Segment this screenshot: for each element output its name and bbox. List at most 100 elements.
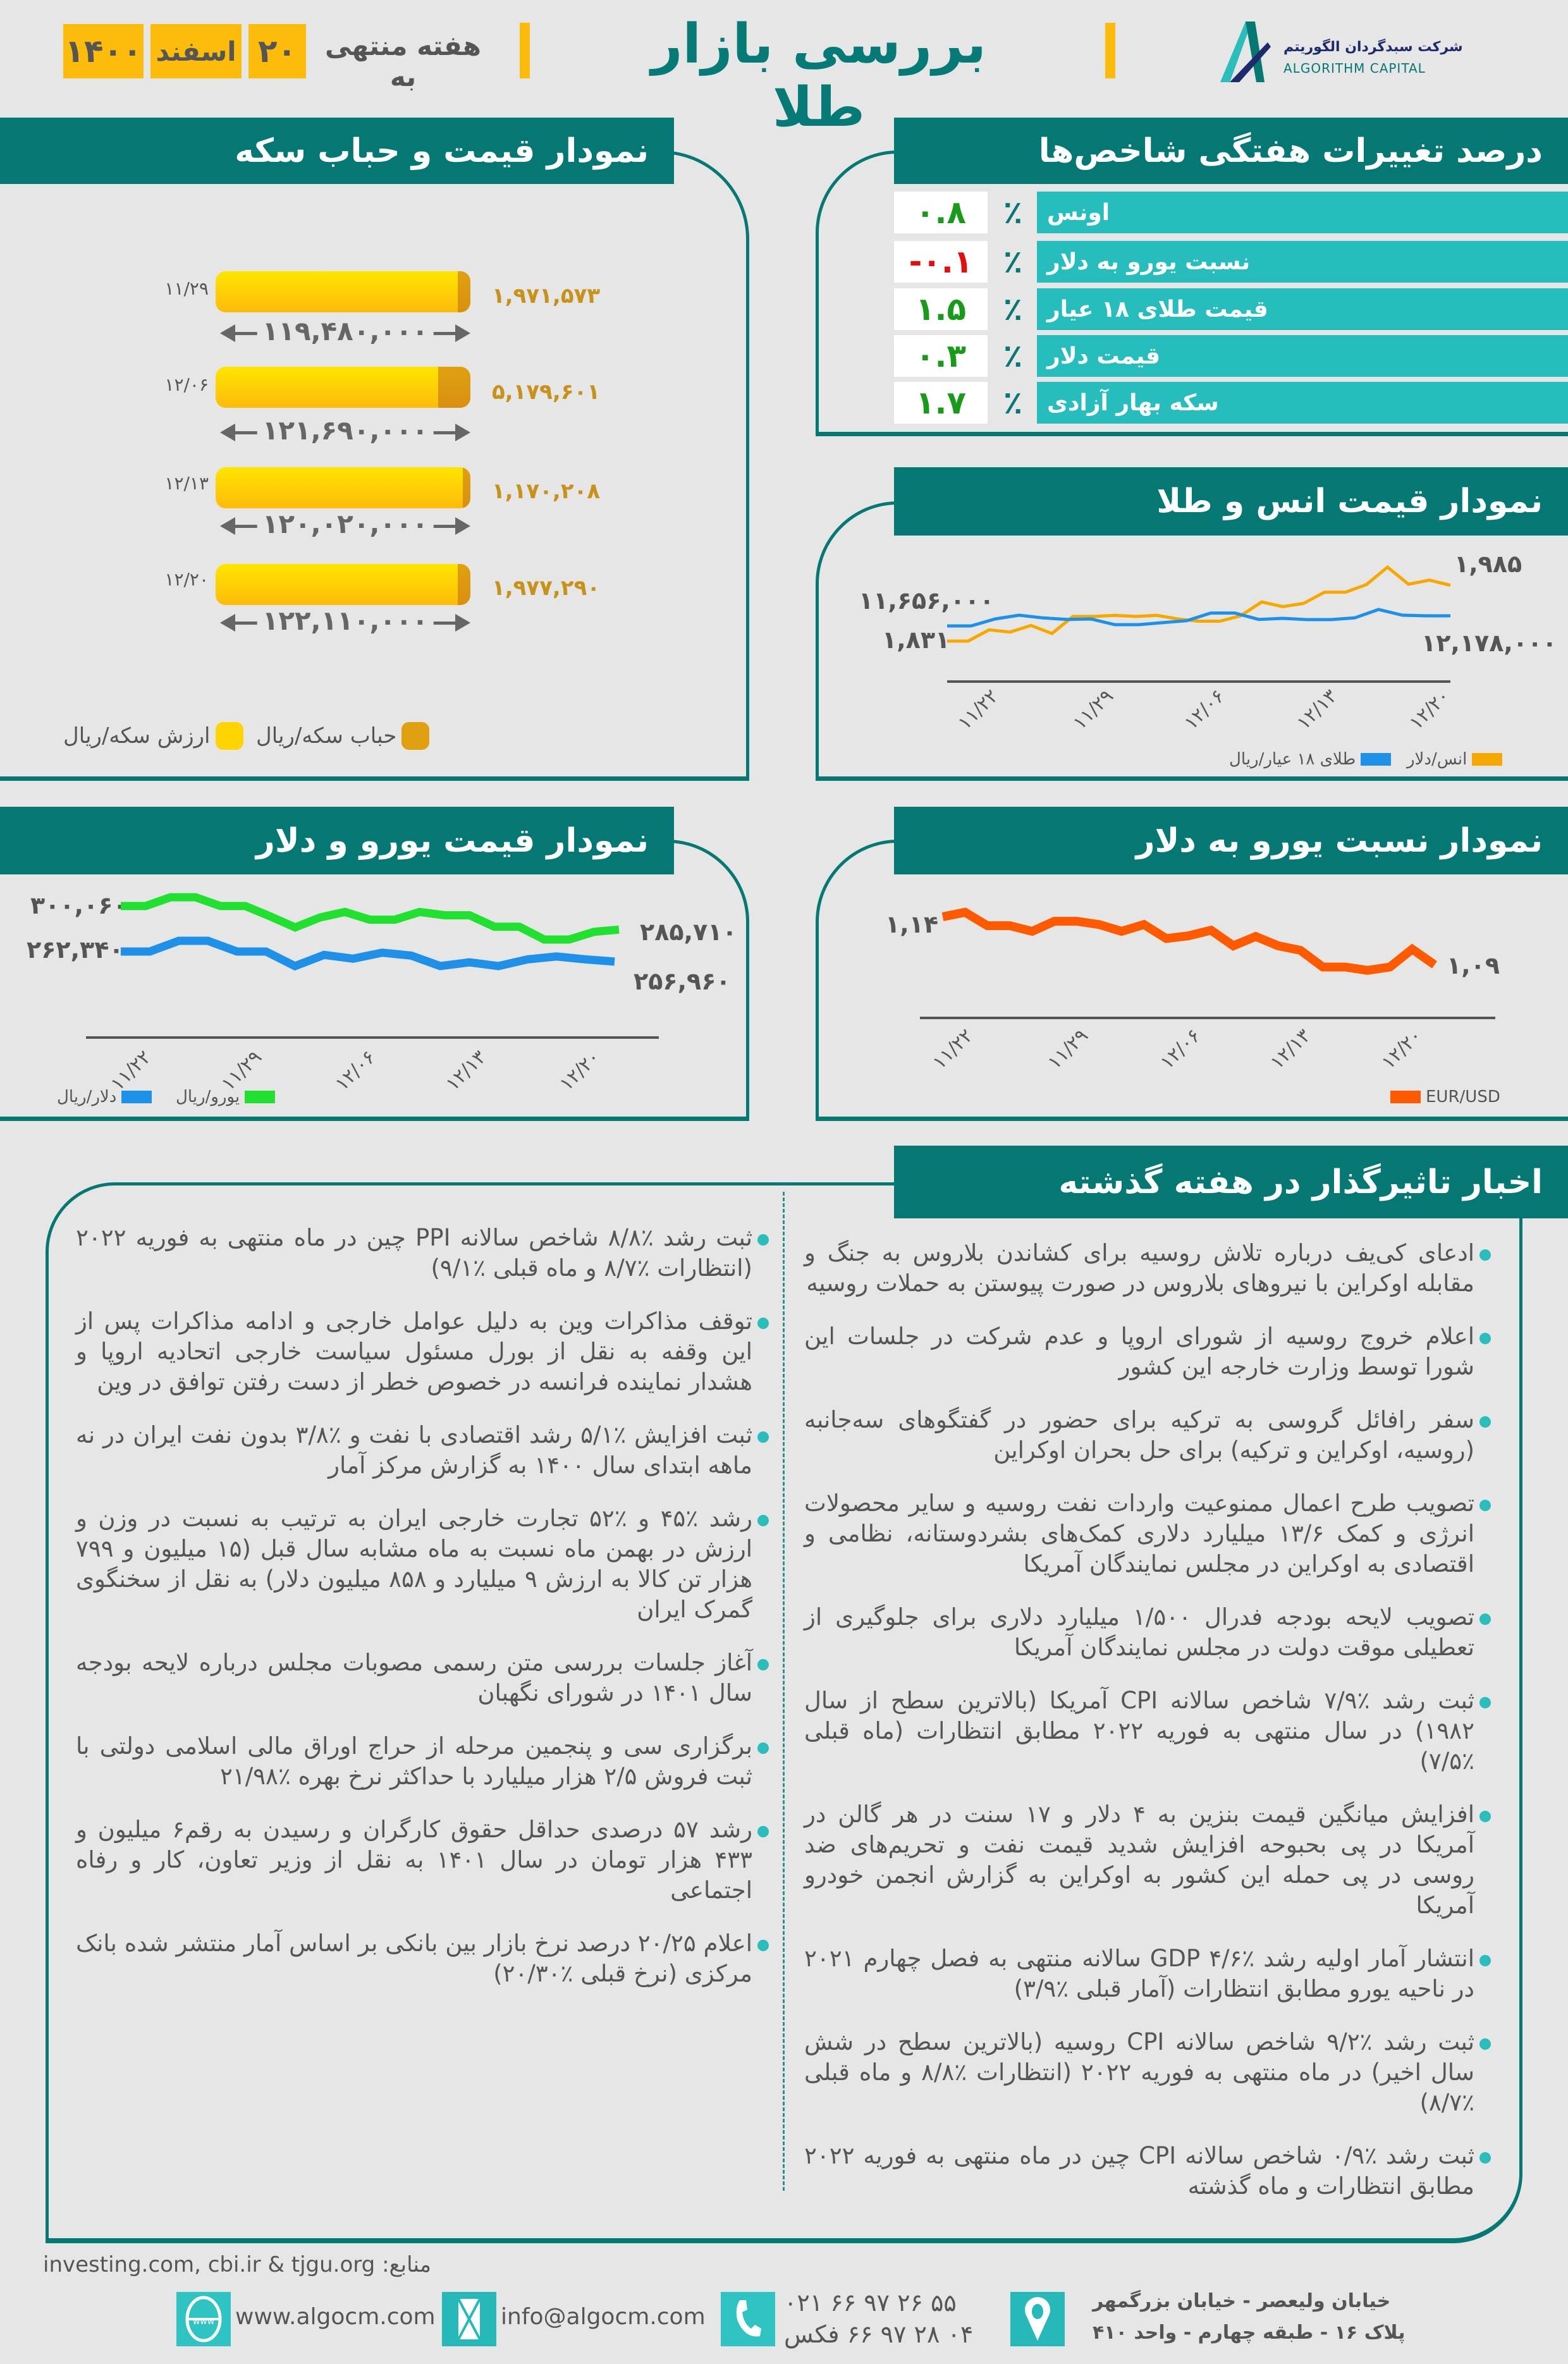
legend-swatch bbox=[401, 722, 430, 750]
bullet-icon bbox=[1479, 1697, 1491, 1708]
percent-sign: ٪ bbox=[1003, 243, 1023, 280]
gold-start-label: ۱۱,۶۵۶,۰۰۰ bbox=[859, 587, 995, 615]
news-text: برگزاری سی و پنجمین مرحله از حراج اوراق … bbox=[76, 1732, 752, 1790]
x-axis bbox=[920, 1017, 1495, 1019]
legend-label: EUR/USD bbox=[1426, 1087, 1500, 1106]
news-item: اعلام خروج روسیه از شورای اروپا و عدم شر… bbox=[804, 1321, 1491, 1382]
index-label: نسبت یورو به دلار bbox=[1037, 241, 1568, 283]
coin-value-arrow: ۱۲۱,۶۹۰,۰۰۰ bbox=[220, 415, 470, 446]
dollar-start-label: ۲۶۲,۳۴۰ bbox=[27, 936, 124, 964]
news-text: انتشار آمار اولیه رشد ٪۴/۶ GDP سالانه من… bbox=[804, 1945, 1474, 2002]
news-text: ثبت افزایش ٪۵/۱ رشد اقتصادی با نفت و ٪۳/… bbox=[76, 1421, 752, 1479]
arrow-right-icon bbox=[455, 517, 470, 535]
news-item: ثبت افزایش ٪۵/۱ رشد اقتصادی با نفت و ٪۳/… bbox=[76, 1420, 769, 1481]
coin-legend-value: ارزش سکه/ریال bbox=[63, 722, 243, 750]
bullet-icon bbox=[757, 1318, 769, 1329]
arrow-right-icon bbox=[455, 324, 470, 342]
coin-value-label: ۱۱۹,۴۸۰,۰۰۰ bbox=[257, 315, 434, 346]
index-value: -۰.۱ bbox=[894, 241, 988, 283]
news-text: رشد ٪۴۵ و ٪۵۲ تجارت خارجی ایران به ترتیب… bbox=[76, 1505, 753, 1623]
date-year: ۱۴۰۰ bbox=[63, 24, 144, 78]
news-item: اعلام ۲۰/۲۵ درصد نرخ بازار بین بانکی بر … bbox=[76, 1928, 769, 1989]
euro-dollar-chart-header: نمودار قیمت یورو و دلار bbox=[0, 807, 674, 874]
globe-icon: www bbox=[176, 2292, 231, 2346]
logo: شرکت سبدگردان الگوریتم ALGORITHM CAPITAL bbox=[1217, 20, 1463, 83]
index-row: -۰.۱ ٪ نسبت یورو به دلار bbox=[894, 241, 1568, 283]
bullet-icon bbox=[1479, 1500, 1491, 1511]
bullet-icon bbox=[1479, 1614, 1491, 1625]
arrow-left-icon bbox=[220, 614, 235, 632]
news-item: ثبت رشد ٪۹/۲ شاخص سالانه CPI روسیه (بالا… bbox=[804, 2027, 1491, 2118]
address-line-1: خیابان ولیعصر - خیابان بزرگمهر bbox=[1093, 2290, 1391, 2312]
arrow-left-icon bbox=[220, 324, 235, 342]
bullet-icon bbox=[1479, 1811, 1491, 1822]
percent-sign: ٪ bbox=[1003, 338, 1023, 374]
news-item: سفر رافائل گروسی به ترکیه برای حضور در گ… bbox=[804, 1405, 1491, 1466]
legend-euro: یورو/ریال bbox=[176, 1087, 276, 1106]
date-month: اسفند bbox=[150, 24, 242, 78]
index-row: ۰.۸ ٪ اونس bbox=[894, 192, 1568, 233]
logo-text-fa: شرکت سبدگردان الگوریتم bbox=[1283, 39, 1463, 55]
ounce-start-label: ۱,۸۳۱ bbox=[882, 626, 950, 654]
index-value: ۱.۷ bbox=[894, 382, 988, 424]
mail-icon bbox=[442, 2292, 496, 2346]
indices-header: درصد تغییرات هفتگی شاخص‌ها bbox=[894, 118, 1568, 184]
news-divider bbox=[783, 1192, 785, 2191]
news-item: ادعای کی‌یف درباره تلاش روسیه برای کشاند… bbox=[804, 1238, 1491, 1299]
index-value: ۰.۸ bbox=[894, 192, 988, 233]
news-text: ثبت رشد ٪۰/۹ شاخص سالانه CPI چین در ماه … bbox=[804, 2142, 1475, 2200]
email-link[interactable]: info@algocm.com bbox=[501, 2304, 706, 2330]
news-text: ثبت رشد ٪۹/۲ شاخص سالانه CPI روسیه (بالا… bbox=[804, 2028, 1474, 2116]
news-text: ثبت رشد ٪۸/۸ شاخص سالانه PPI چین در ماه … bbox=[76, 1224, 752, 1282]
news-text: افزایش میانگین قیمت بنزین به ۴ دلار و ۱۷… bbox=[804, 1801, 1474, 1919]
news-item: ثبت رشد ٪۰/۹ شاخص سالانه CPI چین در ماه … bbox=[804, 2141, 1491, 2202]
percent-sign: ٪ bbox=[1003, 291, 1023, 328]
arrow-right-icon bbox=[455, 424, 470, 441]
index-label-text: قیمت طلای ۱۸ عیار bbox=[1047, 296, 1268, 322]
legend-label: دلار/ریال bbox=[57, 1087, 117, 1106]
coin-bubble-bar bbox=[438, 367, 470, 408]
coin-chart-panel bbox=[0, 150, 749, 781]
legend-label: طلای ۱۸ عیار/ریال bbox=[1229, 750, 1356, 769]
news-panel bbox=[46, 1182, 1522, 2243]
coin-value-arrow: ۱۲۲,۱۱۰,۰۰۰ bbox=[220, 605, 470, 637]
website-link[interactable]: www.algocm.com bbox=[235, 2304, 436, 2330]
news-item: رشد ٪۴۵ و ٪۵۲ تجارت خارجی ایران به ترتیب… bbox=[76, 1504, 769, 1625]
index-label: اونس bbox=[1037, 192, 1568, 233]
page-title: بررسی بازار طلا bbox=[651, 13, 986, 139]
legend-swatch bbox=[215, 722, 243, 750]
eurusd-end-label: ۱,۰۹ bbox=[1447, 952, 1500, 979]
news-item: توقف مذاکرات وین به دلیل عوامل خارجی و ا… bbox=[76, 1306, 769, 1397]
euro-start-label: ۳۰۰,۰۶۰ bbox=[30, 891, 128, 919]
news-item: انتشار آمار اولیه رشد ٪۴/۶ GDP سالانه من… bbox=[804, 1944, 1491, 2004]
percent-sign: ٪ bbox=[1003, 384, 1023, 421]
bullet-icon bbox=[757, 1431, 769, 1443]
coin-date-label: ۱۲/۰۶ bbox=[164, 374, 209, 395]
coin-value-label: ۱۲۲,۱۱۰,۰۰۰ bbox=[257, 605, 434, 636]
news-column-left: ثبت رشد ٪۸/۸ شاخص سالانه PPI چین در ماه … bbox=[76, 1223, 769, 2012]
address-line-2: پلاک ۱۶ - طبقه چهارم - واحد ۴۱۰ bbox=[1093, 2322, 1406, 2344]
euro-end-label: ۲۸۵,۷۱۰ bbox=[640, 918, 737, 946]
arrow-left-icon bbox=[220, 424, 235, 441]
index-label: سکه بهار آزادی bbox=[1037, 382, 1568, 424]
eurusd-chart-header: نمودار نسبت یورو به دلار bbox=[894, 807, 1568, 874]
index-row: ۱.۵ ٪ قیمت طلای ۱۸ عیار bbox=[894, 288, 1568, 330]
news-text: ادعای کی‌یف درباره تلاش روسیه برای کشاند… bbox=[804, 1239, 1474, 1297]
legend-swatch bbox=[245, 1091, 276, 1103]
location-pin-icon bbox=[1010, 2292, 1065, 2346]
coin-bubble-value: ۱,۹۷۷,۲۹۰ bbox=[492, 575, 601, 601]
legend-swatch bbox=[121, 1091, 152, 1103]
bullet-icon bbox=[757, 1234, 769, 1246]
phone-icon bbox=[721, 2292, 775, 2346]
coin-legend-bubble: حباب سکه/ریال bbox=[256, 722, 430, 750]
coin-date-label: ۱۲/۱۳ bbox=[164, 473, 209, 494]
legend-label: یورو/ریال bbox=[176, 1087, 240, 1106]
legend-label: ارزش سکه/ریال bbox=[63, 723, 211, 749]
svg-text:www: www bbox=[193, 2317, 214, 2327]
bullet-icon bbox=[1479, 1249, 1491, 1261]
coin-bubble-bar bbox=[458, 271, 470, 312]
x-axis bbox=[947, 680, 1450, 683]
news-item: برگزاری سی و پنجمین مرحله از حراج اوراق … bbox=[76, 1731, 769, 1792]
coin-chart-header: نمودار قیمت و حباب سکه bbox=[0, 118, 674, 184]
coin-bubble-value: ۱,۱۷۰,۲۰۸ bbox=[492, 479, 601, 504]
